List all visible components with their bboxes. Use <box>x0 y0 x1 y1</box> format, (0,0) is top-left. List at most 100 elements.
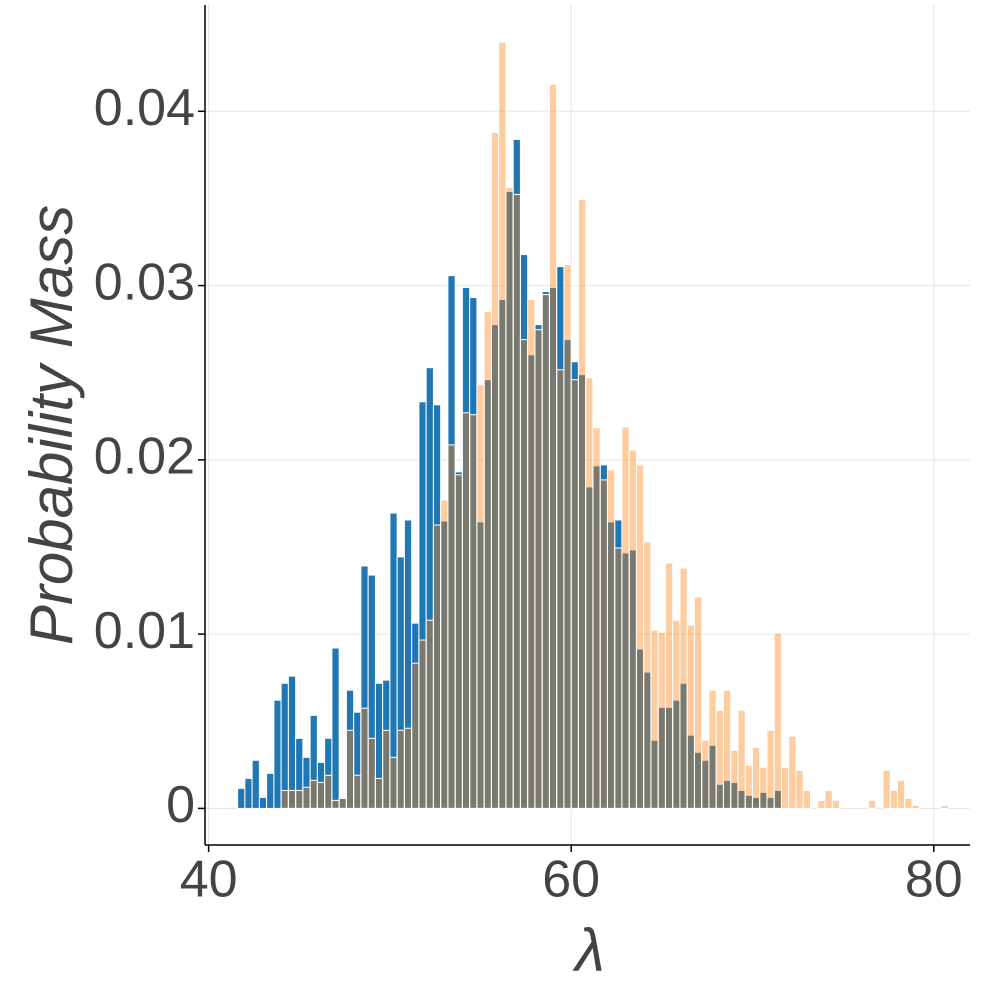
histogram-bar <box>280 789 289 809</box>
histogram-bar <box>324 774 333 809</box>
histogram-bar <box>287 789 297 809</box>
histogram-bar <box>266 772 275 809</box>
histogram-bar <box>389 756 398 809</box>
histogram-bar <box>367 737 376 809</box>
histogram-bar <box>447 444 456 809</box>
histogram-bar <box>889 789 898 809</box>
histogram-bar <box>867 799 877 809</box>
histogram-bar <box>831 799 840 809</box>
bars <box>237 41 949 809</box>
histogram-bar <box>338 797 347 809</box>
histogram-bar <box>817 799 826 809</box>
histogram-bar <box>577 198 587 809</box>
x-tick-label: 40 <box>180 851 238 909</box>
histogram-bar <box>476 384 485 809</box>
histogram-bar <box>237 787 246 809</box>
histogram-bar <box>374 777 384 809</box>
histogram-bar <box>527 299 536 809</box>
y-axis-label: Probability Mass <box>18 205 85 645</box>
histogram-bar <box>345 729 355 809</box>
histogram-bar <box>940 804 949 809</box>
histogram-bar <box>396 729 405 809</box>
histogram-bar <box>469 414 478 809</box>
histogram-bar <box>896 779 906 809</box>
histogram-bar <box>635 464 645 809</box>
histogram-bar <box>614 547 623 809</box>
histogram-bar <box>599 479 608 809</box>
histogram-bar <box>244 777 253 809</box>
histogram-bar <box>316 781 326 809</box>
histogram-bar <box>715 709 724 809</box>
histogram-bar <box>904 797 913 809</box>
histogram-bar <box>773 632 782 809</box>
y-tick-label: 0.02 <box>94 428 195 486</box>
histogram-bar <box>650 629 659 809</box>
histogram-bar <box>432 524 442 809</box>
histogram-bar <box>287 675 297 809</box>
histogram-bar <box>911 804 920 809</box>
histogram-bar <box>693 596 703 809</box>
histogram-bar <box>788 735 797 809</box>
histogram-bar <box>411 662 420 809</box>
histogram-bar <box>512 193 521 809</box>
x-axis-label: λ <box>572 917 605 984</box>
histogram-bar <box>273 699 282 809</box>
histogram-bar <box>534 329 543 809</box>
histogram-bar <box>498 41 507 809</box>
histogram-bar <box>722 689 732 809</box>
histogram-bar <box>701 739 710 809</box>
histogram-bar <box>643 541 652 809</box>
histogram-bar <box>440 499 449 809</box>
histogram-bar <box>672 619 681 809</box>
histogram-bar <box>331 799 340 809</box>
histogram-bar <box>418 639 427 809</box>
histogram-bar <box>425 619 434 809</box>
histogram-bar <box>657 631 666 809</box>
y-tick-label: 0.03 <box>94 253 195 311</box>
histogram-bar <box>730 749 739 809</box>
histogram-bar <box>592 427 601 809</box>
histogram-bar <box>403 727 413 809</box>
y-tick-label: 0.04 <box>94 79 195 137</box>
histogram-bar <box>686 624 695 809</box>
histogram-bar <box>708 689 717 809</box>
histogram-bar <box>882 769 891 809</box>
histogram-bar <box>621 426 630 809</box>
histogram-bar <box>570 379 579 809</box>
histogram-bar <box>382 729 391 809</box>
histogram-bar <box>759 766 768 809</box>
histogram-bar <box>563 263 572 809</box>
histogram-bar <box>606 469 616 809</box>
histogram-bar <box>483 311 492 809</box>
y-tick-label: 0 <box>166 776 195 834</box>
histogram-bar <box>258 796 268 809</box>
histogram-bar <box>454 474 463 809</box>
histogram-bar <box>490 131 500 809</box>
histogram-bar <box>802 789 811 809</box>
histogram-bar <box>280 682 289 809</box>
histogram-bar <box>744 764 753 809</box>
histogram-bar <box>541 294 550 809</box>
histogram-bar <box>309 779 318 809</box>
histogram-bar <box>360 707 369 809</box>
histogram-bar <box>548 83 558 809</box>
histogram-bar <box>737 709 746 809</box>
histogram-bar <box>302 786 311 809</box>
histogram-bar <box>824 789 833 809</box>
x-tick-label: 80 <box>905 851 963 909</box>
histogram-bar <box>664 562 674 809</box>
y-tick-label: 0.01 <box>94 602 195 660</box>
histogram-bar <box>556 369 565 809</box>
histogram-bar <box>353 774 362 809</box>
histogram-bar <box>505 186 514 809</box>
histogram-bar <box>251 759 260 809</box>
histogram-bar <box>519 339 529 809</box>
histogram-bar <box>679 567 688 809</box>
histogram-bar <box>331 647 340 809</box>
x-tick-label: 60 <box>542 851 600 909</box>
histogram-bar <box>795 769 804 809</box>
histogram-bar <box>780 766 790 809</box>
histogram-bar <box>628 449 637 809</box>
